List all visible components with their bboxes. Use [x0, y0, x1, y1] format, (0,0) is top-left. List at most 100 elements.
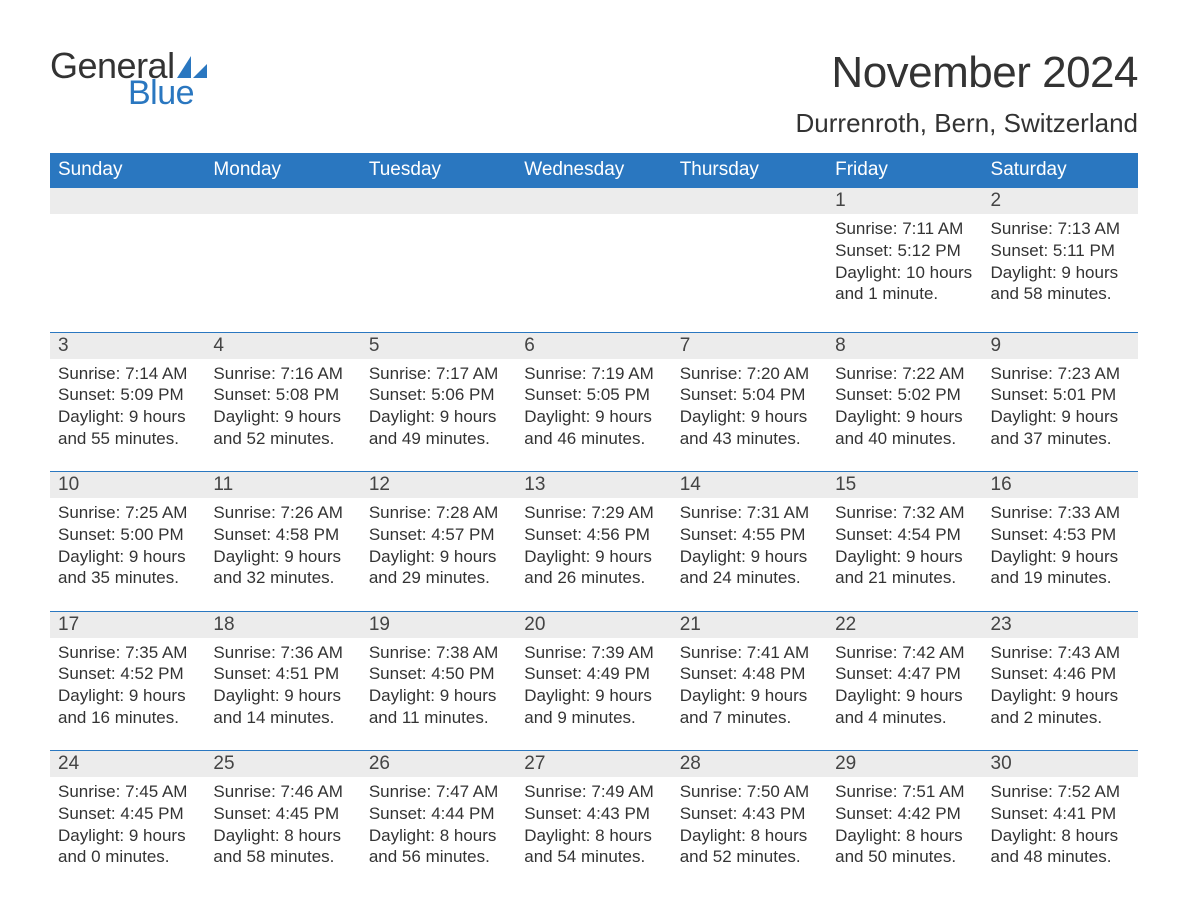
label: Sunrise:	[680, 643, 747, 662]
label: Sunrise:	[991, 643, 1058, 662]
day-number: 6	[516, 332, 671, 359]
value: 7:39 AM	[591, 643, 653, 662]
day-number: 14	[672, 472, 827, 499]
sunrise-line: Sunrise: 7:39 AM	[524, 642, 663, 664]
sunset-line: Sunset: 4:49 PM	[524, 663, 663, 685]
day-header: Saturday	[983, 153, 1138, 188]
label: Daylight:	[835, 407, 906, 426]
value: 7:45 AM	[125, 782, 187, 801]
label: Sunrise:	[680, 364, 747, 383]
week-separator	[50, 314, 1138, 332]
week-detail-row: Sunrise: 7:35 AMSunset: 4:52 PMDaylight:…	[50, 638, 1138, 733]
brand-line2: Blue	[128, 76, 194, 110]
sunrise-line: Sunrise: 7:45 AM	[58, 781, 197, 803]
daylight-line: Daylight: 9 hours and 16 minutes.	[58, 685, 197, 729]
sunset-line: Sunset: 4:45 PM	[213, 803, 352, 825]
sunset-line: Sunset: 4:44 PM	[369, 803, 508, 825]
daylight-line: Daylight: 9 hours and 0 minutes.	[58, 825, 197, 869]
day-header-row: Sunday Monday Tuesday Wednesday Thursday…	[50, 153, 1138, 188]
value: 4:45 PM	[276, 804, 339, 823]
daylight-line: Daylight: 8 hours and 58 minutes.	[213, 825, 352, 869]
day-details: Sunrise: 7:33 AMSunset: 4:53 PMDaylight:…	[983, 498, 1138, 593]
day-details: Sunrise: 7:19 AMSunset: 5:05 PMDaylight:…	[516, 359, 671, 454]
value: 7:23 AM	[1058, 364, 1120, 383]
label: Sunset:	[369, 385, 431, 404]
value: 7:20 AM	[747, 364, 809, 383]
daylight-line: Daylight: 9 hours and 58 minutes.	[991, 262, 1130, 306]
value: 7:31 AM	[747, 503, 809, 522]
empty-day	[361, 188, 516, 215]
sunrise-line: Sunrise: 7:49 AM	[524, 781, 663, 803]
daylight-line: Daylight: 8 hours and 54 minutes.	[524, 825, 663, 869]
day-number: 16	[983, 472, 1138, 499]
value: 4:48 PM	[742, 664, 805, 683]
day-details: Sunrise: 7:50 AMSunset: 4:43 PMDaylight:…	[672, 777, 827, 872]
label: Sunrise:	[524, 643, 591, 662]
sunset-line: Sunset: 4:47 PM	[835, 663, 974, 685]
week-daynum-row: 24252627282930	[50, 751, 1138, 778]
label: Daylight:	[213, 407, 284, 426]
label: Daylight:	[213, 826, 284, 845]
day-details: Sunrise: 7:26 AMSunset: 4:58 PMDaylight:…	[205, 498, 360, 593]
sunset-line: Sunset: 5:12 PM	[835, 240, 974, 262]
label: Sunset:	[524, 385, 586, 404]
label: Sunrise:	[213, 643, 280, 662]
value: 5:06 PM	[431, 385, 494, 404]
day-details: Sunrise: 7:36 AMSunset: 4:51 PMDaylight:…	[205, 638, 360, 733]
value: 5:01 PM	[1053, 385, 1116, 404]
label: Sunrise:	[991, 219, 1058, 238]
week-separator	[50, 733, 1138, 751]
value: 4:51 PM	[276, 664, 339, 683]
value: 7:51 AM	[902, 782, 964, 801]
day-details: Sunrise: 7:47 AMSunset: 4:44 PMDaylight:…	[361, 777, 516, 872]
value: 7:47 AM	[436, 782, 498, 801]
daylight-line: Daylight: 9 hours and 4 minutes.	[835, 685, 974, 729]
sunset-line: Sunset: 4:57 PM	[369, 524, 508, 546]
label: Daylight:	[524, 407, 595, 426]
week-daynum-row: 17181920212223	[50, 611, 1138, 638]
value: 4:53 PM	[1053, 525, 1116, 544]
label: Sunset:	[835, 385, 897, 404]
sunset-line: Sunset: 5:11 PM	[991, 240, 1130, 262]
day-number: 8	[827, 332, 982, 359]
value: 4:58 PM	[276, 525, 339, 544]
value: 4:45 PM	[120, 804, 183, 823]
daylight-line: Daylight: 9 hours and 32 minutes.	[213, 546, 352, 590]
label: Sunset:	[680, 664, 742, 683]
label: Sunrise:	[369, 364, 436, 383]
value: 4:56 PM	[587, 525, 650, 544]
value: 4:50 PM	[431, 664, 494, 683]
day-details: Sunrise: 7:25 AMSunset: 5:00 PMDaylight:…	[50, 498, 205, 593]
day-details: Sunrise: 7:42 AMSunset: 4:47 PMDaylight:…	[827, 638, 982, 733]
sunrise-line: Sunrise: 7:14 AM	[58, 363, 197, 385]
week-daynum-row: 10111213141516	[50, 472, 1138, 499]
sunset-line: Sunset: 5:09 PM	[58, 384, 197, 406]
value: 7:32 AM	[902, 503, 964, 522]
label: Daylight:	[680, 686, 751, 705]
week-detail-row: Sunrise: 7:25 AMSunset: 5:00 PMDaylight:…	[50, 498, 1138, 593]
day-number: 4	[205, 332, 360, 359]
label: Daylight:	[369, 686, 440, 705]
label: Sunset:	[213, 525, 275, 544]
empty-day	[205, 188, 360, 215]
label: Sunset:	[524, 525, 586, 544]
day-number: 12	[361, 472, 516, 499]
value: 4:49 PM	[587, 664, 650, 683]
value: 5:11 PM	[1053, 241, 1115, 260]
label: Daylight:	[835, 826, 906, 845]
value: 7:38 AM	[436, 643, 498, 662]
value: 7:28 AM	[436, 503, 498, 522]
label: Sunrise:	[58, 643, 125, 662]
daylight-line: Daylight: 9 hours and 29 minutes.	[369, 546, 508, 590]
day-number: 21	[672, 611, 827, 638]
label: Sunset:	[58, 804, 120, 823]
sunset-line: Sunset: 4:58 PM	[213, 524, 352, 546]
value: 7:25 AM	[125, 503, 187, 522]
label: Sunset:	[369, 804, 431, 823]
day-number: 25	[205, 751, 360, 778]
daylight-line: Daylight: 9 hours and 35 minutes.	[58, 546, 197, 590]
daylight-line: Daylight: 9 hours and 43 minutes.	[680, 406, 819, 450]
label: Daylight:	[58, 826, 129, 845]
label: Sunrise:	[58, 364, 125, 383]
daylight-line: Daylight: 10 hours and 1 minute.	[835, 262, 974, 306]
